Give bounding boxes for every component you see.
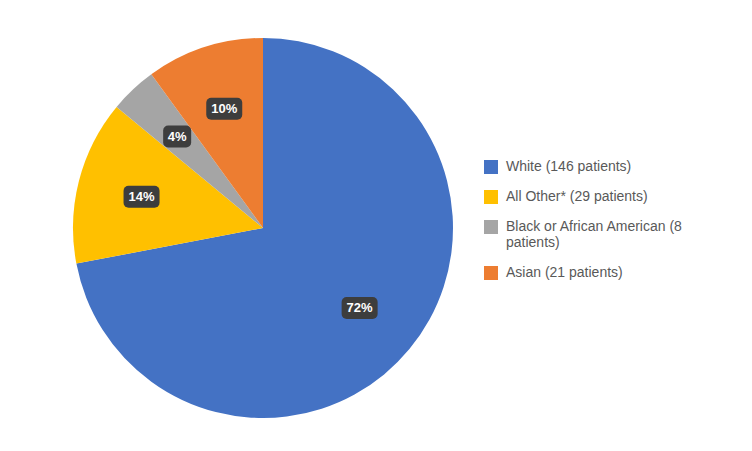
svg-text:4%: 4% bbox=[168, 129, 187, 144]
html-text:Asian (21 patients): Asian (21 patients) bbox=[506, 263, 623, 280]
svg-text:14%: 14% bbox=[129, 189, 155, 204]
html-text:Black or African American (8: Black or African American (8 bbox=[506, 217, 682, 234]
html-text:All Other* (29 patients): All Other* (29 patients) bbox=[506, 187, 648, 204]
svg-text:10%: 10% bbox=[211, 101, 237, 116]
html-text:White (146 patients): White (146 patients) bbox=[506, 157, 632, 174]
svg-text:72%: 72% bbox=[347, 300, 373, 315]
html-text:patients): patients) bbox=[506, 233, 560, 250]
